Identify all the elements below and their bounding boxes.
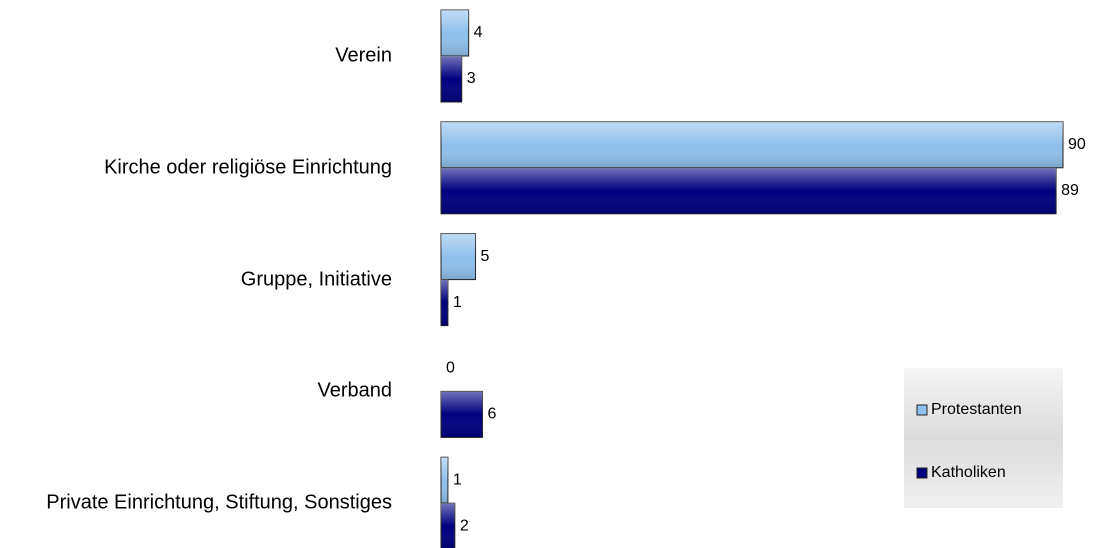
- legend-box: [904, 368, 1063, 508]
- legend-swatch: [916, 404, 928, 416]
- legend-label: Katholiken: [931, 464, 1006, 481]
- value-label: 0: [446, 360, 455, 377]
- value-label: 2: [460, 517, 469, 534]
- category-label: Gruppe, Initiative: [240, 268, 392, 291]
- bar-shade: [441, 391, 483, 438]
- category-label: Kirche oder religiöse Einrichtung: [104, 156, 392, 179]
- category-label: Private Einrichtung, Stiftung, Sonstiges: [46, 491, 392, 514]
- category-label: Verein: [335, 44, 392, 67]
- category-label: Verband: [317, 379, 392, 402]
- value-label: 4: [474, 24, 483, 41]
- bar-shade: [441, 56, 462, 102]
- bar-shade: [441, 167, 1057, 214]
- value-label: 1: [453, 471, 462, 488]
- bar-shade: [441, 503, 455, 548]
- value-label: 90: [1068, 136, 1086, 153]
- bar-shade: [441, 121, 1063, 168]
- value-label: 5: [481, 248, 490, 265]
- bar-shade: [441, 457, 448, 504]
- legend-swatch: [916, 467, 928, 479]
- bar-shade: [441, 10, 469, 56]
- value-label: 1: [453, 294, 462, 311]
- value-label: 6: [487, 406, 496, 423]
- bar-shade: [441, 279, 448, 326]
- value-label: 89: [1061, 182, 1079, 199]
- value-label: 3: [467, 70, 476, 87]
- bar-shade: [441, 233, 476, 280]
- legend-label: Protestanten: [931, 401, 1022, 418]
